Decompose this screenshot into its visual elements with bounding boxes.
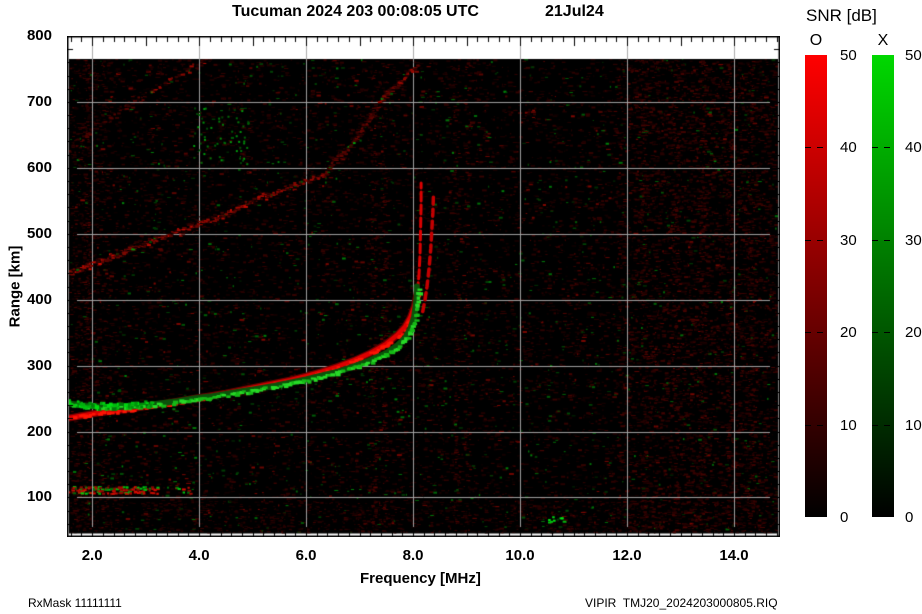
colorbar-x-tick-label: 30 — [905, 231, 922, 249]
y-axis-title: Range [km] — [6, 245, 24, 328]
colorbar-dash-tick — [872, 147, 894, 149]
colorbar-o-tick-label: 40 — [840, 139, 857, 157]
y-tick-label: 600 — [26, 158, 52, 176]
colorbar-x-tick-label: 0 — [905, 509, 914, 526]
colorbar-dash-tick — [805, 424, 827, 426]
colorbar-dash-tick — [872, 332, 894, 334]
file-name-label: VIPIR TMJ20_2024203000805.RIQ — [585, 596, 778, 610]
y-tick-label: 100 — [26, 488, 52, 506]
page-date: 21Jul24 — [545, 3, 604, 20]
y-tick-label: 500 — [26, 224, 52, 242]
page-title: Tucuman 2024 203 00:08:05 UTC — [232, 3, 479, 20]
colorbar-dash-tick — [872, 424, 894, 426]
colorbar-x-label: X — [877, 32, 889, 49]
y-tick-label: 800 — [26, 27, 52, 44]
colorbar-x-gradient — [872, 55, 894, 517]
colorbar-x-tick-label: 40 — [905, 139, 922, 157]
y-tick-label: 400 — [26, 290, 52, 308]
colorbar-x-tick-label: 10 — [905, 416, 922, 434]
colorbar-o-tick-label: 10 — [840, 416, 857, 434]
colorbar-o-tick-label: 20 — [840, 324, 857, 342]
colorbar-o-label: O — [809, 32, 823, 49]
rx-mask-label: RxMask 11111111 — [28, 596, 122, 610]
colorbar-dash-tick — [805, 332, 827, 334]
colorbar-o-tick-label: 50 — [840, 47, 857, 64]
colorbar-title: SNR [dB] — [806, 6, 877, 25]
colorbar-dash-tick — [872, 239, 894, 241]
y-tick-label: 300 — [26, 356, 52, 374]
x-tick-label: 2.0 — [81, 547, 103, 564]
colorbar-dash-tick — [805, 147, 827, 149]
ionogram-canvas — [67, 36, 780, 537]
y-tick-label: 200 — [26, 422, 52, 440]
x-axis-title: Frequency [MHz] — [360, 570, 481, 587]
x-tick-label: 12.0 — [612, 547, 642, 564]
colorbar-dash-tick — [805, 239, 827, 241]
x-tick-label: 10.0 — [505, 547, 535, 564]
y-tick-label: 700 — [26, 92, 52, 110]
x-tick-label: 14.0 — [719, 547, 749, 564]
colorbar-o-tick-label: 30 — [840, 231, 857, 249]
colorbar-x-tick-label: 20 — [905, 324, 922, 342]
colorbar-x-tick-label: 50 — [905, 47, 922, 64]
x-tick-label: 6.0 — [295, 547, 317, 564]
colorbar-o-tick-label: 0 — [840, 509, 849, 526]
colorbar-o-gradient — [805, 55, 827, 517]
x-tick-label: 4.0 — [188, 547, 210, 564]
x-tick-label: 8.0 — [402, 547, 424, 564]
